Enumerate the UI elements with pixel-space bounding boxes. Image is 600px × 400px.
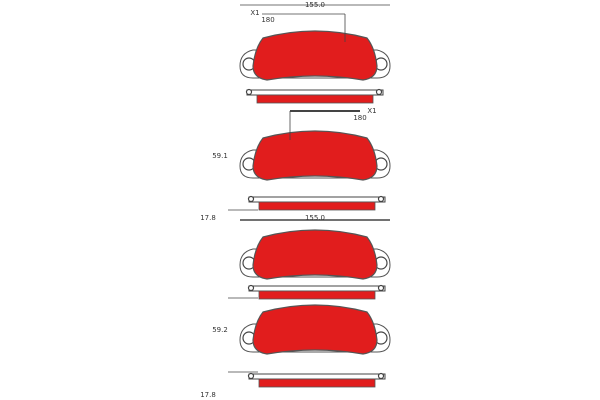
pad-side-3: [247, 284, 386, 300]
dimension-label: 180: [261, 16, 274, 24]
dimension-lines: [228, 4, 390, 373]
pad-front-4: [239, 304, 391, 355]
pad-side-1: [245, 88, 384, 104]
dimension-label: X1: [367, 107, 376, 115]
dimension-label: 180: [353, 114, 366, 122]
pad-side-4: [247, 372, 386, 388]
pad-front-3: [239, 229, 391, 280]
dimension-label: 155.0: [305, 1, 325, 9]
dimension-label: 17.8: [200, 391, 216, 399]
dimension-label: X1: [250, 9, 259, 17]
dimension-label: 17.8: [200, 214, 216, 222]
dimension-label: 59.2: [212, 326, 228, 334]
pad-front-1: [239, 30, 391, 81]
pad-side-2: [247, 195, 386, 211]
pad-front-2: [239, 130, 391, 181]
dimension-label: 59.1: [212, 152, 228, 160]
dimension-label: 155.0: [305, 214, 325, 222]
